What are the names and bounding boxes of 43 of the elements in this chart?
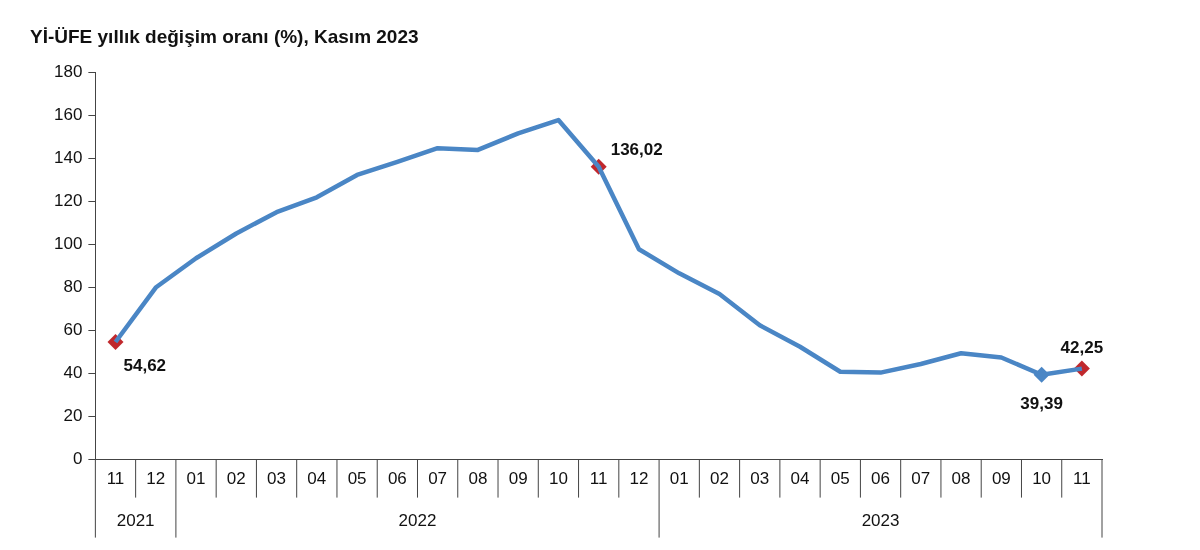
x-tick-label: 09: [991, 469, 1011, 489]
y-tick-label: 0: [72, 449, 83, 469]
text: 2023: [861, 511, 900, 531]
x-tick-label: 01: [186, 469, 206, 489]
y-tick-label: 20: [63, 406, 83, 426]
y-tick-label: 180: [53, 61, 83, 81]
x-tick-label: 10: [1032, 469, 1052, 489]
text: 2021: [116, 511, 155, 531]
x-tick-label: 06: [871, 469, 890, 489]
x-tick-label: 04: [790, 469, 810, 489]
x-tick-label: 10: [548, 469, 568, 489]
x-tick-label: 04: [307, 469, 327, 489]
y-tick-label: 120: [53, 190, 83, 210]
x-tick-label: 08: [951, 469, 971, 489]
y-tick-label: 80: [63, 277, 83, 297]
x-tick-label: 12: [146, 469, 166, 489]
data-label: 136,02: [610, 140, 663, 160]
x-tick-label: 06: [387, 469, 407, 489]
x-tick-label: 05: [830, 469, 850, 489]
x-tick-label: 02: [710, 469, 729, 489]
x-tick-label: 03: [750, 469, 770, 489]
x-tick-label: 11: [589, 469, 608, 489]
chart-title: Yİ-ÜFE yıllık değişim oranı (%), Kasım 2023: [30, 26, 419, 48]
x-tick-label: 07: [911, 469, 931, 489]
data-label: 42,25: [1060, 338, 1104, 358]
x-tick-label: 07: [428, 469, 448, 489]
x-tick-label: 12: [629, 469, 649, 489]
x-tick-label: 01: [669, 469, 689, 489]
data-label: 39,39: [1020, 394, 1063, 414]
x-tick-label: 02: [226, 469, 246, 489]
x-tick-label: 11: [106, 469, 125, 489]
y-tick-label: 60: [63, 320, 83, 340]
y-tick-label: 100: [53, 233, 83, 253]
x-tick-label: 08: [468, 469, 488, 489]
y-tick-label: 40: [63, 363, 83, 383]
text: 2022: [398, 511, 437, 531]
y-tick-label: 160: [53, 104, 83, 124]
data-label: 54,62: [123, 355, 167, 375]
x-tick-label: 03: [267, 469, 287, 489]
x-tick-label: 09: [508, 469, 528, 489]
y-tick-label: 140: [53, 147, 83, 167]
x-tick-label: 11: [1073, 469, 1091, 489]
x-tick-label: 05: [347, 469, 367, 489]
